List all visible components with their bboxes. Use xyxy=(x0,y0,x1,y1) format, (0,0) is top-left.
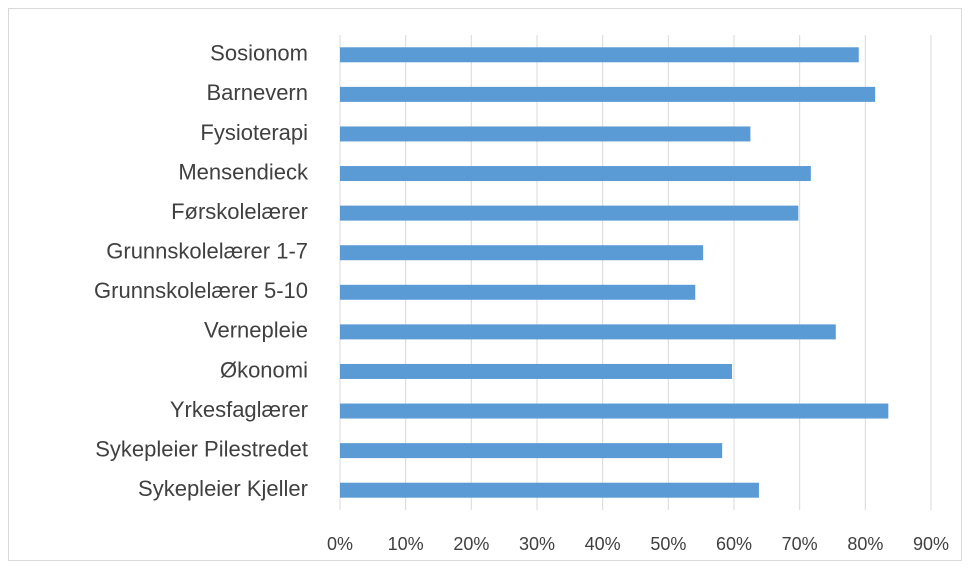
y-tick-label: Barnevern xyxy=(206,80,308,105)
x-tick-label: 80% xyxy=(847,534,883,554)
bar xyxy=(340,324,836,340)
x-tick-label: 0% xyxy=(327,534,353,554)
bar xyxy=(340,482,759,498)
x-tick-label: 70% xyxy=(782,534,818,554)
y-tick-label: Sosionom xyxy=(210,41,308,66)
bar xyxy=(340,443,723,459)
y-tick-label: Vernepleie xyxy=(204,318,308,343)
bar xyxy=(340,86,876,102)
y-tick-label: Sykepleier Kjeller xyxy=(138,476,308,501)
y-tick-label: Førskolelærer xyxy=(171,199,308,224)
bar xyxy=(340,205,799,221)
y-tick-label: Fysioterapi xyxy=(200,120,308,145)
y-tick-label: Yrkesfaglærer xyxy=(170,397,308,422)
bar xyxy=(340,245,704,261)
bar xyxy=(340,363,733,379)
x-tick-label: 30% xyxy=(519,534,555,554)
x-tick-label: 40% xyxy=(585,534,621,554)
x-tick-label: 10% xyxy=(388,534,424,554)
y-tick-label: Mensendieck xyxy=(178,159,309,184)
x-tick-label: 90% xyxy=(913,534,949,554)
bar xyxy=(340,403,889,419)
x-tick-label: 20% xyxy=(453,534,489,554)
y-tick-label: Sykepleier Pilestredet xyxy=(95,436,308,461)
x-tick-label: 60% xyxy=(716,534,752,554)
bar xyxy=(340,166,811,182)
y-tick-label: Økonomi xyxy=(220,357,308,382)
bar xyxy=(340,126,751,142)
y-tick-label: Grunnskolelærer 1-7 xyxy=(106,239,308,264)
bar xyxy=(340,284,696,300)
y-tick-label: Grunnskolelærer 5-10 xyxy=(94,278,308,303)
x-tick-label: 50% xyxy=(650,534,686,554)
bar xyxy=(340,47,859,63)
